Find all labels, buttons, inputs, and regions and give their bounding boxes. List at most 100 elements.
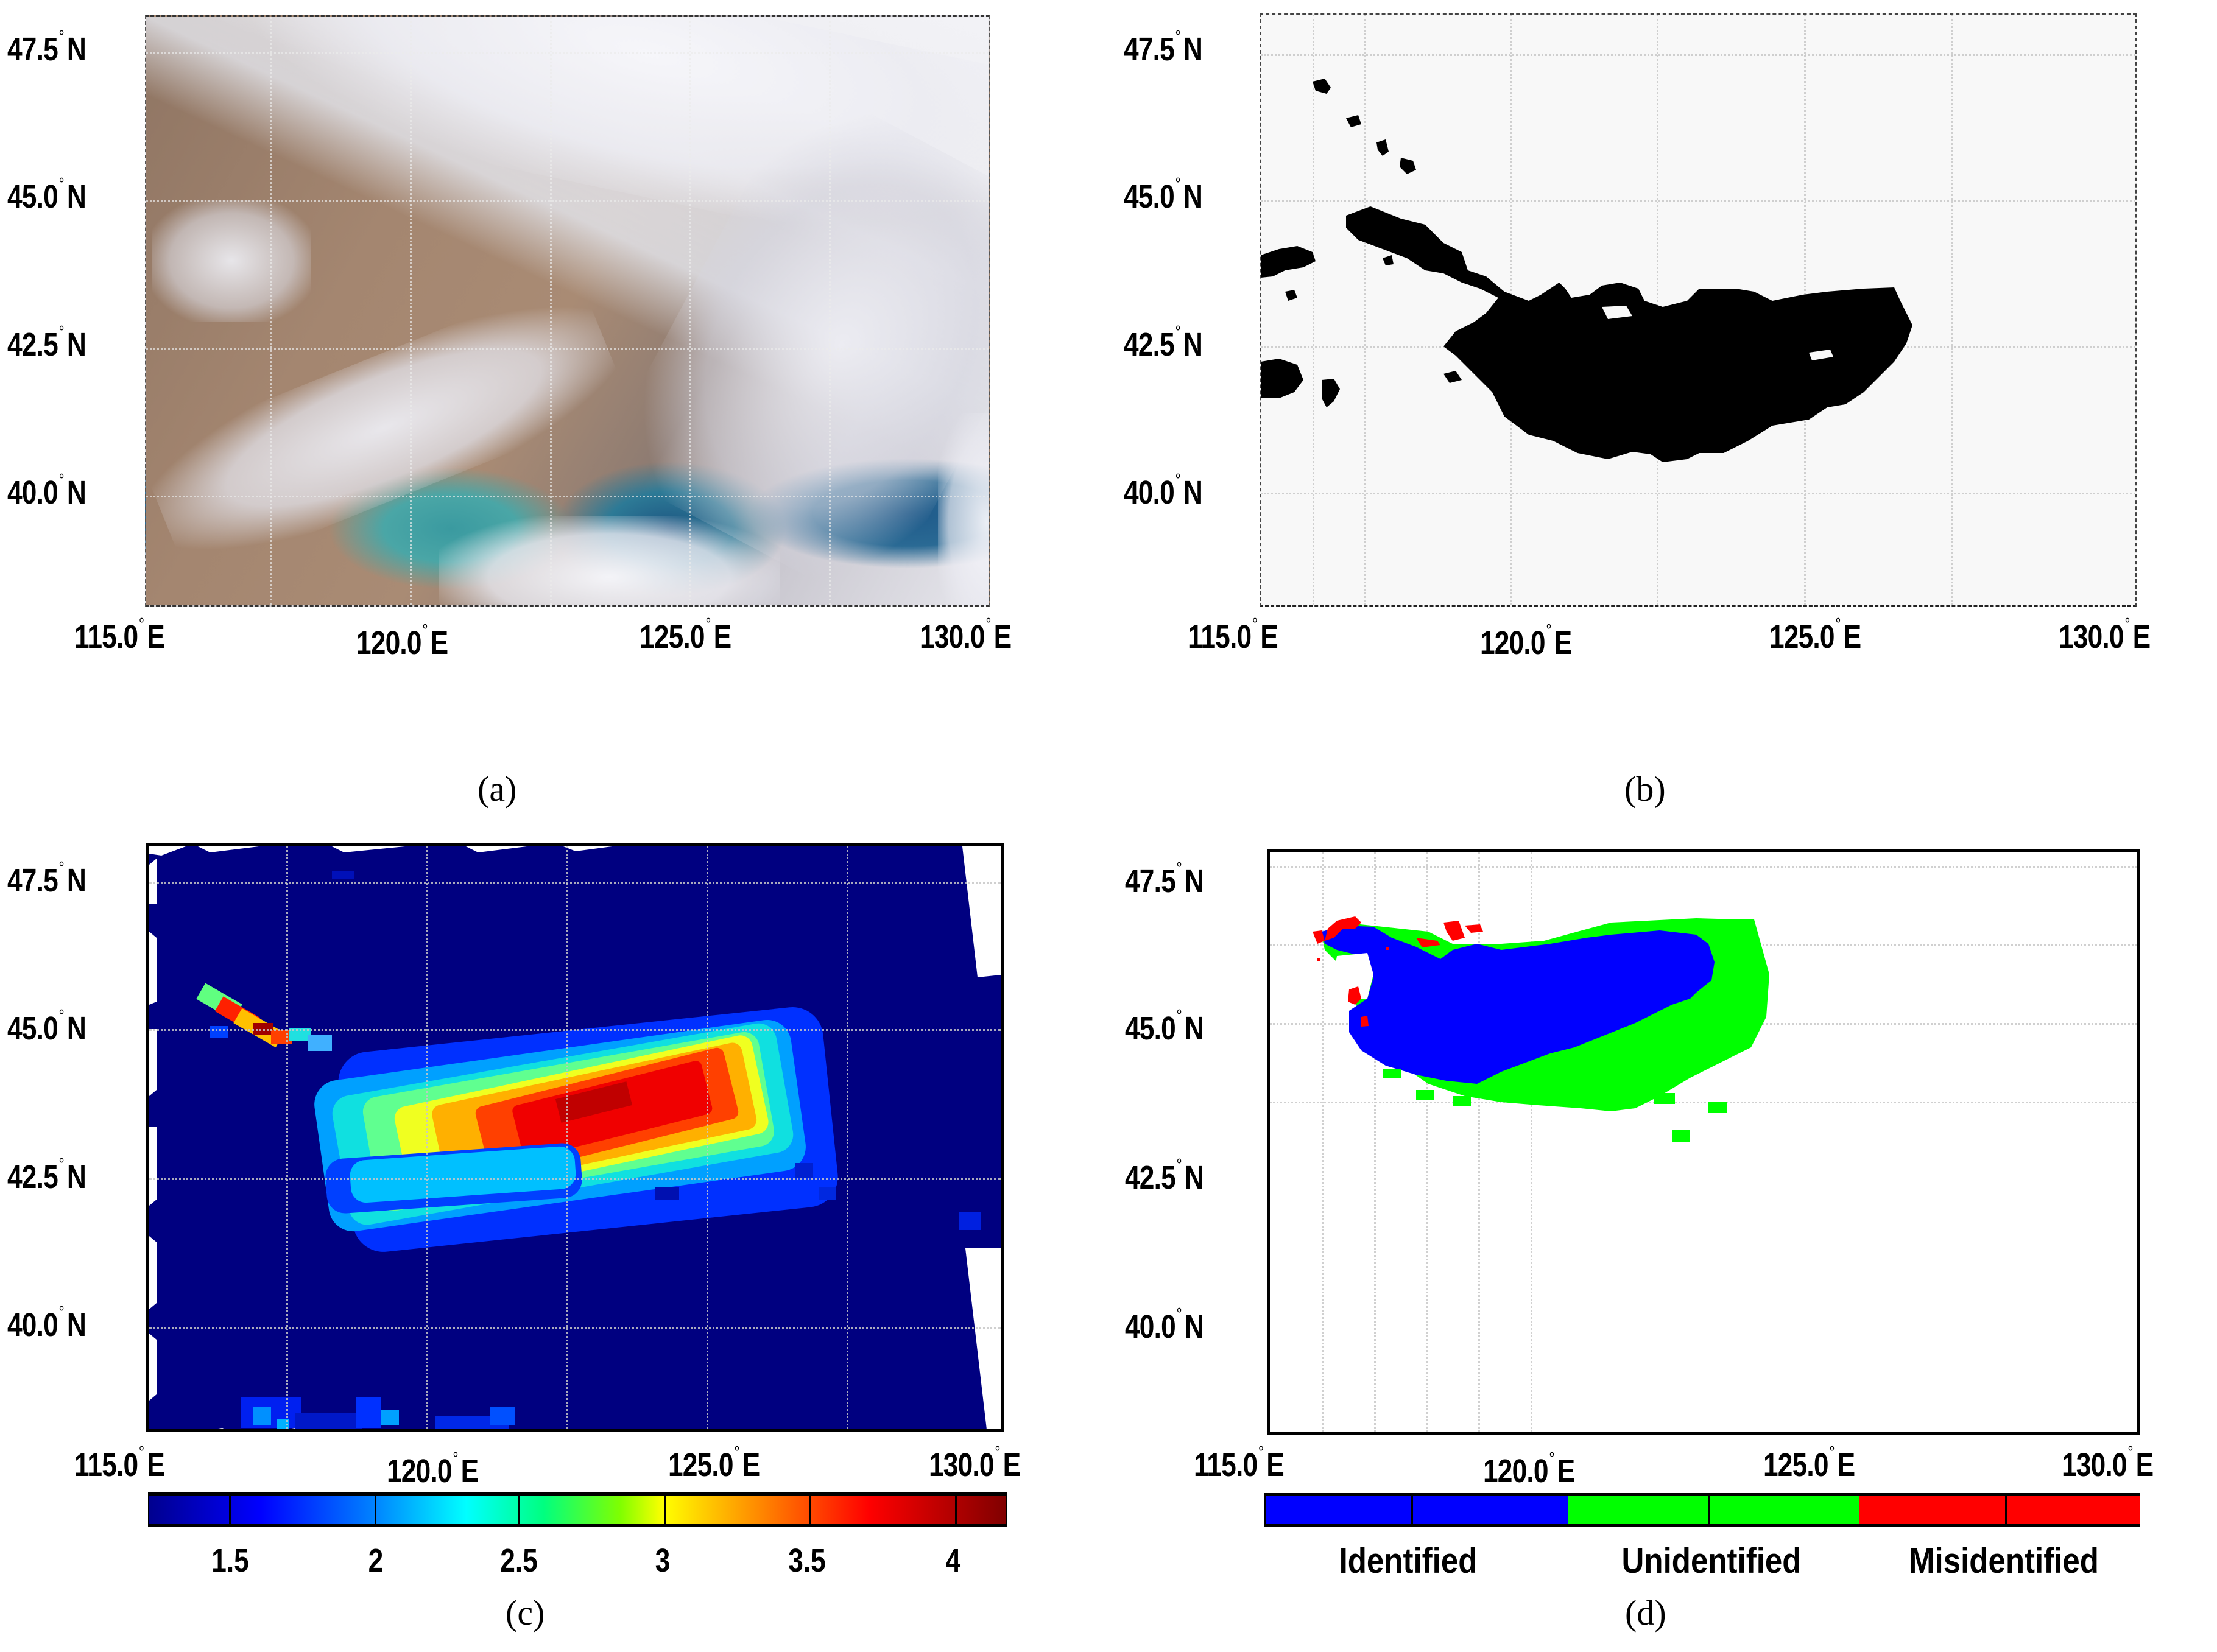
colorbar-tick: [375, 1496, 377, 1524]
x-tick-label: 115.0°E: [74, 614, 165, 655]
y-tick-label: 42.5°N: [1125, 1155, 1204, 1196]
gridline: [149, 1029, 1001, 1031]
satellite-image: [145, 15, 990, 607]
y-tick-label: 45.0°N: [7, 174, 86, 215]
gridline: [149, 882, 1001, 884]
gridline: [1364, 15, 1366, 605]
colorbar-tick: [664, 1496, 666, 1524]
colorbar-tick-label: 1.5: [211, 1542, 249, 1579]
legend-swatch-unidentified: [1568, 1496, 1859, 1524]
colorbar-tick: [228, 1496, 231, 1524]
legend-swatch-identified: [1266, 1496, 1568, 1524]
cloud-bottom: [439, 516, 780, 605]
gridline: [149, 1327, 1001, 1329]
gridline: [1951, 15, 1953, 605]
x-tick-label: 115.0°E: [1194, 1443, 1285, 1483]
gridline: [1261, 493, 2135, 494]
y-tick-label: 47.5°N: [7, 858, 86, 899]
x-tick-label: 130.0°E: [929, 1443, 1021, 1483]
y-tick-label: 40.0°N: [1124, 470, 1203, 511]
gridline: [1374, 852, 1376, 1432]
plume-cells: [196, 871, 981, 1429]
panel-caption-b: (b): [1624, 769, 1666, 809]
colorbar-tick: [809, 1496, 811, 1524]
dust-mask-shapes: [1261, 79, 1912, 462]
x-tick-label: 125.0°E: [1769, 614, 1861, 655]
colorbar-tick-label: 4: [945, 1542, 961, 1579]
colorbar-tick-label: 2: [368, 1542, 384, 1579]
gridline: [149, 1178, 1001, 1180]
panel-caption-a: (a): [478, 769, 517, 809]
y-tick-label: 45.0°N: [7, 1006, 86, 1047]
legend-swatch-misidentified: [1858, 1496, 2141, 1524]
gridline: [1270, 1102, 2137, 1103]
y-tick-label: 45.0°N: [1124, 174, 1203, 215]
classification-shapes: [1313, 916, 1769, 1142]
x-tick-label: 130.0°E: [2059, 614, 2151, 655]
legend-label-unidentified: Unidentified: [1621, 1541, 1802, 1581]
gridline: [146, 496, 989, 497]
colorbar-tick-label: 2.5: [500, 1542, 538, 1579]
legend-label-identified: Identified: [1339, 1541, 1478, 1581]
colorbar-tick: [954, 1496, 957, 1524]
x-tick-label: 125.0°E: [1763, 1443, 1855, 1483]
y-tick-label: 47.5°N: [1124, 27, 1203, 68]
gridline: [1270, 866, 2137, 868]
legend-tick: [2005, 1496, 2007, 1524]
colorbar: [148, 1492, 1007, 1527]
colorbar-tick: [518, 1496, 521, 1524]
legend-label-misidentified: Misidentified: [1909, 1541, 2099, 1581]
y-tick-label: 45.0°N: [1125, 1006, 1204, 1047]
gridline: [847, 846, 848, 1429]
colorbar-tick-label: 3.5: [788, 1542, 826, 1579]
y-tick-label: 47.5°N: [7, 27, 86, 68]
x-tick-label: 125.0°E: [668, 1443, 760, 1483]
gridline: [286, 846, 288, 1429]
x-tick-label: 130.0°E: [920, 614, 1012, 655]
aerosol-heatmap: [146, 843, 1004, 1432]
panel-caption-d: (d): [1625, 1593, 1666, 1633]
x-tick-label: 120.0°E: [387, 1449, 479, 1489]
x-tick-label: 120.0°E: [1483, 1449, 1575, 1489]
gridline: [146, 200, 989, 202]
gridline: [707, 846, 708, 1429]
y-tick-label: 40.0°N: [7, 470, 86, 511]
gridline: [550, 17, 552, 605]
legend-bar: [1264, 1493, 2141, 1527]
y-tick-label: 40.0°N: [1125, 1304, 1204, 1345]
gridline: [1322, 852, 1324, 1432]
gridline: [410, 17, 412, 605]
cloud-southeast: [938, 413, 989, 605]
gridline: [1426, 852, 1428, 1432]
legend-tick: [1707, 1496, 1710, 1524]
y-tick-label: 40.0°N: [7, 1302, 86, 1343]
legend-tick: [1411, 1496, 1413, 1524]
gridline: [270, 17, 272, 605]
panel-caption-c: (c): [506, 1593, 545, 1633]
y-tick-label: 42.5°N: [7, 1155, 86, 1195]
y-tick-label: 42.5°N: [7, 322, 86, 363]
swath-gaps: [149, 846, 1001, 1429]
x-tick-label: 120.0°E: [356, 620, 448, 661]
x-tick-label: 125.0°E: [640, 614, 731, 655]
x-tick-label: 130.0°E: [2062, 1443, 2154, 1483]
gridline: [829, 17, 831, 605]
dust-mask: [1260, 13, 2137, 607]
gridline: [146, 348, 989, 350]
x-tick-label: 120.0°E: [1480, 620, 1572, 661]
gridline: [566, 846, 568, 1429]
gridline: [1531, 852, 1532, 1432]
x-tick-label: 115.0°E: [74, 1443, 165, 1483]
colorbar-tick-label: 3: [655, 1542, 671, 1579]
gridline: [146, 52, 989, 54]
y-tick-label: 47.5°N: [1125, 859, 1204, 899]
gridline: [689, 17, 691, 605]
classification-map: [1267, 849, 2140, 1435]
gridline: [1313, 15, 1314, 605]
cloud-patch-west: [152, 200, 311, 322]
gridline: [1478, 852, 1480, 1432]
y-tick-label: 42.5°N: [1124, 322, 1203, 363]
x-tick-label: 115.0°E: [1188, 614, 1278, 655]
gridline: [1261, 54, 2135, 56]
gridline: [426, 846, 428, 1429]
